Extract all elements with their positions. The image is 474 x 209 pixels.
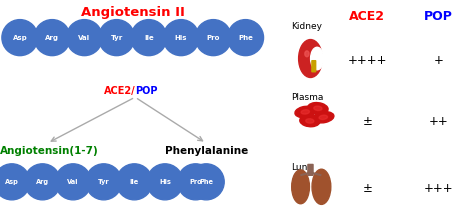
Text: ACE2/: ACE2/ (103, 86, 135, 96)
Ellipse shape (305, 51, 309, 57)
Text: Phe: Phe (199, 179, 213, 185)
Ellipse shape (312, 169, 331, 204)
Text: +: + (434, 54, 443, 67)
Ellipse shape (308, 103, 328, 114)
Text: POP: POP (135, 86, 157, 96)
Ellipse shape (25, 164, 61, 200)
Ellipse shape (116, 164, 152, 200)
Ellipse shape (301, 110, 310, 114)
Text: Angiotensin(1-7): Angiotensin(1-7) (0, 146, 99, 156)
Text: Plasma: Plasma (292, 93, 324, 102)
Text: ++++: ++++ (347, 54, 387, 67)
Ellipse shape (178, 164, 214, 200)
Text: His: His (159, 179, 171, 185)
Text: ±: ± (363, 182, 372, 195)
Ellipse shape (313, 112, 334, 123)
Ellipse shape (188, 164, 224, 200)
Ellipse shape (292, 170, 310, 204)
Ellipse shape (299, 40, 322, 78)
Ellipse shape (0, 164, 30, 200)
Text: Val: Val (78, 35, 91, 41)
Text: Asp: Asp (5, 179, 19, 185)
Ellipse shape (228, 20, 264, 56)
Ellipse shape (314, 106, 322, 111)
Ellipse shape (99, 20, 135, 56)
Ellipse shape (163, 20, 199, 56)
Text: Tyr: Tyr (110, 35, 123, 41)
Ellipse shape (66, 20, 102, 56)
Text: His: His (175, 35, 187, 41)
Ellipse shape (86, 164, 122, 200)
Ellipse shape (319, 115, 328, 120)
Ellipse shape (295, 106, 316, 118)
Text: ACE2: ACE2 (349, 10, 385, 23)
Ellipse shape (306, 119, 314, 123)
Text: Arg: Arg (36, 179, 49, 185)
Text: Ile: Ile (130, 179, 139, 185)
Text: ±: ± (363, 115, 372, 128)
Text: Pro: Pro (207, 35, 220, 41)
Text: POP: POP (424, 10, 453, 23)
Text: +++: +++ (424, 182, 453, 195)
Text: Asp: Asp (12, 35, 27, 41)
Ellipse shape (34, 20, 70, 56)
Text: Arg: Arg (45, 35, 59, 41)
Text: Val: Val (67, 179, 79, 185)
FancyBboxPatch shape (312, 61, 316, 72)
Ellipse shape (300, 115, 320, 127)
Text: Pro: Pro (189, 179, 202, 185)
FancyBboxPatch shape (308, 164, 313, 175)
Ellipse shape (55, 164, 91, 200)
Text: Lung: Lung (292, 163, 314, 172)
Text: Tyr: Tyr (98, 179, 109, 185)
Text: Angiotensin II: Angiotensin II (81, 6, 185, 19)
Text: Phenylalanine: Phenylalanine (164, 146, 248, 156)
Ellipse shape (2, 20, 38, 56)
Ellipse shape (131, 20, 167, 56)
Text: Phe: Phe (238, 35, 253, 41)
Text: Kidney: Kidney (292, 22, 322, 31)
Ellipse shape (147, 164, 183, 200)
Ellipse shape (195, 20, 231, 56)
Text: ++: ++ (428, 115, 448, 128)
Ellipse shape (310, 47, 324, 70)
Text: Ile: Ile (144, 35, 154, 41)
